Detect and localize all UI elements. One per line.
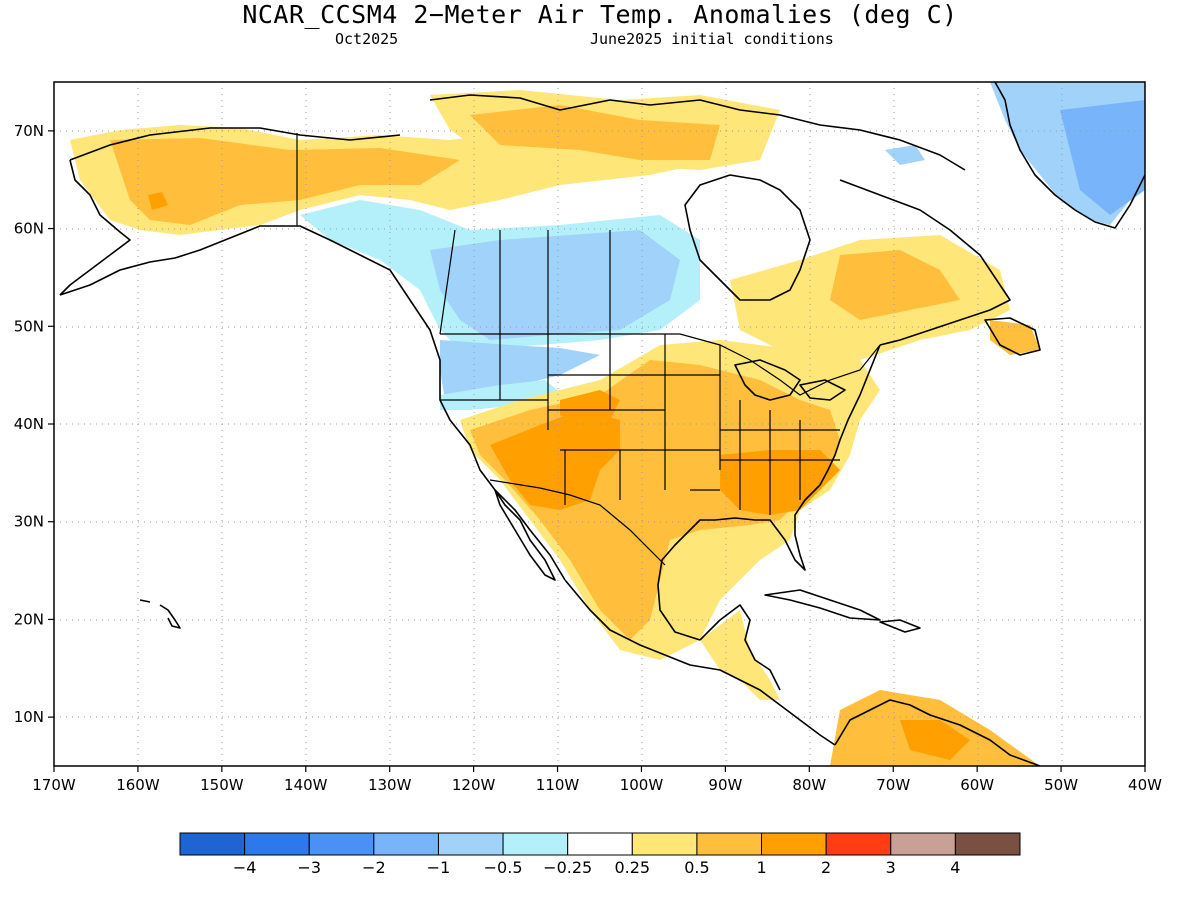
- x-tick-label: 40W: [1128, 776, 1162, 794]
- x-tick-label: 140W: [284, 776, 328, 794]
- y-tick-label: 70N: [14, 122, 44, 140]
- colorbar-label: 0.5: [684, 858, 709, 877]
- y-tick-label: 30N: [14, 513, 44, 531]
- greenland-cool-core: [1060, 100, 1145, 215]
- x-tick-label: 80W: [792, 776, 826, 794]
- y-tick-label: 10N: [14, 708, 44, 726]
- alaska-north-coast: [69, 127, 401, 161]
- x-tick-label: 130W: [368, 776, 412, 794]
- colorbar-label: −3: [297, 858, 321, 877]
- mexico-pacific-coast: [564, 579, 836, 746]
- alaska-hot-spot: [148, 192, 168, 210]
- pacific-northwest-cool: [440, 340, 600, 400]
- colorbar-boxes: [179, 832, 1021, 856]
- political-boundaries: [296, 133, 881, 566]
- x-tick-label: 120W: [452, 776, 496, 794]
- south-america-coast: [834, 699, 1041, 766]
- yucatan-central-america: [699, 604, 781, 691]
- colorbar-swatch: [631, 832, 698, 856]
- colorbar-swatch: [696, 832, 763, 856]
- great-lakes: [734, 359, 846, 401]
- x-tick-label: 90W: [708, 776, 742, 794]
- colorbar-labels: −4 −3 −2 −1 −0.5 −0.25 0.25 0.5 1 2 3 4: [233, 858, 961, 877]
- colorbar-label: 2: [821, 858, 831, 877]
- greenland-coast: [994, 82, 1145, 229]
- colorbar-label: −0.5: [484, 858, 523, 877]
- newfoundland: [984, 317, 1041, 356]
- hispaniola: [879, 619, 921, 633]
- colorbar-swatch: [308, 832, 375, 856]
- colorbar-label: −4: [233, 858, 257, 877]
- y-tick-label: 40N: [14, 415, 44, 433]
- x-tick-label: 160W: [116, 776, 160, 794]
- colorbar-label: −2: [362, 858, 386, 877]
- x-tick-label: 170W: [32, 776, 76, 794]
- us-state-lines: [440, 334, 840, 515]
- x-tick-label: 50W: [1044, 776, 1078, 794]
- colorbar-swatch: [567, 832, 633, 856]
- initial-conditions: June2025 initial conditions: [590, 30, 834, 48]
- hudson-strait-cool: [885, 145, 925, 165]
- colorbar-label: 3: [886, 858, 896, 877]
- alaska-coast: [59, 225, 566, 581]
- colorbar-swatch: [373, 832, 439, 856]
- colorbar-swatch: [954, 832, 1021, 856]
- cuba: [764, 589, 881, 621]
- colorbar-label: 0.25: [614, 858, 650, 877]
- labrador-coast: [839, 179, 1011, 346]
- baja-california: [494, 489, 556, 581]
- map-plot-area: [54, 82, 1145, 766]
- colorbar-label: 4: [950, 858, 960, 877]
- eastern-canada-warm-core: [830, 250, 960, 320]
- y-tick-label: 20N: [14, 610, 44, 628]
- x-tick-label: 150W: [200, 776, 244, 794]
- x-tick-label: 100W: [620, 776, 664, 794]
- y-tick-label: 50N: [14, 317, 44, 335]
- colorbar-swatch: [761, 832, 827, 856]
- y-axis: 10N 20N 30N 40N 50N 60N 70N: [14, 122, 54, 726]
- forecast-month: Oct2025: [335, 30, 399, 48]
- colorbar-swatch: [437, 832, 504, 856]
- coastlines: [59, 82, 1145, 766]
- x-axis: 170W 160W 150W 140W 130W 120W 110W 100W 90W 80W 70…: [32, 766, 1162, 794]
- x-tick-label: 60W: [960, 776, 994, 794]
- western-canada-cool-core: [430, 230, 680, 340]
- colorbar-swatch: [890, 832, 956, 856]
- x-tick-label: 70W: [876, 776, 910, 794]
- colorbar-swatch: [179, 832, 246, 856]
- arctic-archipelago: [429, 94, 966, 171]
- alaska-west-coast: [59, 159, 131, 296]
- arctic-islands-warm-core: [470, 105, 720, 160]
- hawaii: [139, 599, 181, 629]
- hudson-bay: [684, 174, 811, 301]
- graticule: [54, 82, 1145, 766]
- rockies-hot: [560, 390, 620, 425]
- colorbar-label: −1: [427, 858, 451, 877]
- y-tick-label: 60N: [14, 220, 44, 238]
- us-canada-border: [440, 333, 881, 396]
- x-tick-label: 110W: [536, 776, 580, 794]
- colorbar-label: −0.25: [543, 858, 592, 877]
- colorbar-swatch: [244, 832, 310, 856]
- us-mexico-border: [489, 479, 666, 566]
- colorbar-swatch: [502, 832, 569, 856]
- south-america-hot: [900, 720, 970, 760]
- canada-province-lines: [439, 229, 611, 335]
- colorbar-swatch: [825, 832, 892, 856]
- map-title: NCAR_CCSM4 2−Meter Air Temp. Anomalies (…: [242, 0, 958, 29]
- alaska-warm-core: [110, 138, 460, 225]
- us-east-coast: [657, 344, 881, 641]
- central-america-warm: [700, 610, 780, 700]
- colorbar-label: 1: [756, 858, 766, 877]
